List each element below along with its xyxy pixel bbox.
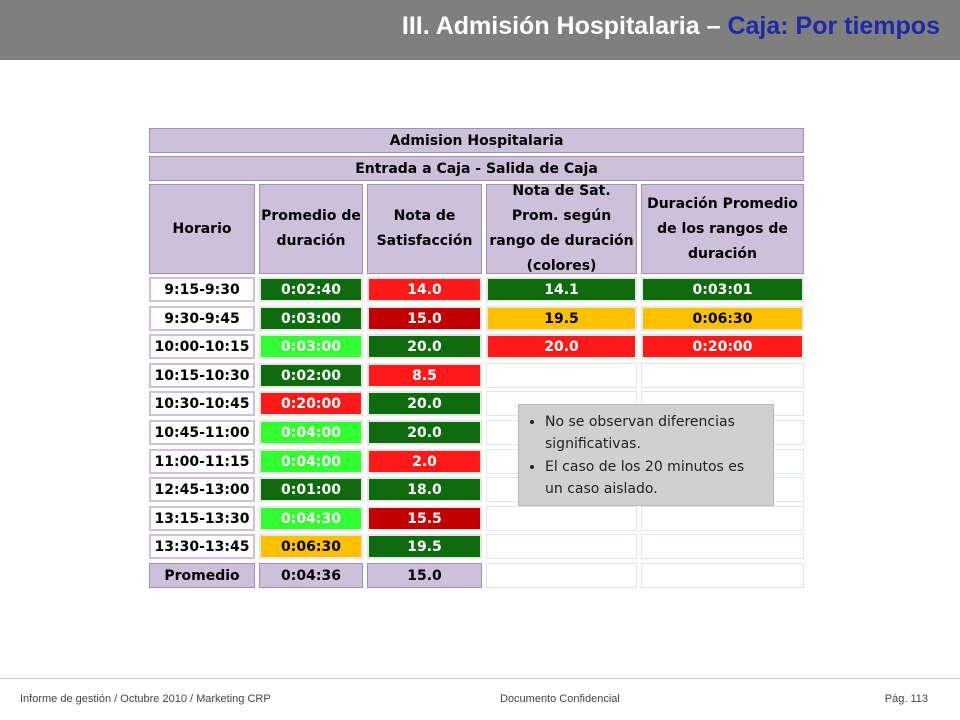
average-duracion: 0:04:36	[259, 563, 363, 588]
nota-cell: 20.0	[367, 420, 482, 445]
duracion-cell: 0:02:00	[259, 363, 363, 388]
header-horario: Horario	[149, 184, 255, 274]
nota-cell: 15.0	[367, 306, 482, 331]
nota-cell: 20.0	[367, 334, 482, 359]
range-nota-cell: 19.5	[486, 306, 637, 331]
nota-cell: 14.0	[367, 277, 482, 302]
footer-left: Informe de gestión / Octubre 2010 / Mark…	[20, 693, 271, 705]
average-label: Promedio	[149, 563, 255, 588]
header-nota-satisfaccion: Nota de Satisfacción	[367, 184, 482, 274]
header-duracion-rangos: Duración Promedio de los rangos de durac…	[641, 184, 804, 274]
average-nota: 15.0	[367, 563, 482, 588]
duracion-cell: 0:20:00	[259, 391, 363, 416]
horario-cell: 11:00-11:15	[149, 449, 255, 474]
slide-title-prefix: III. Admisión Hospitalaria –	[401, 12, 728, 40]
footer-center: Documento Confidencial	[500, 693, 620, 705]
duracion-cell: 0:01:00	[259, 477, 363, 502]
time-table: Admision Hospitalaria Entrada a Caja - S…	[147, 126, 806, 588]
horario-cell: 9:30-9:45	[149, 306, 255, 331]
horario-cell: 9:15-9:30	[149, 277, 255, 302]
table-subtitle: Entrada a Caja - Salida de Caja	[149, 156, 804, 181]
nota-cell: 2.0	[367, 449, 482, 474]
header-promedio-duracion: Promedio de duración	[259, 184, 363, 274]
nota-cell: 18.0	[367, 477, 482, 502]
empty-cell	[641, 534, 804, 559]
slide-title-highlight: Caja: Por tiempos	[727, 12, 940, 40]
empty-cell	[641, 363, 804, 388]
slide-header: III. Admisión Hospitalaria – Caja: Por t…	[0, 0, 960, 60]
range-duracion-cell: 0:20:00	[641, 334, 804, 359]
duracion-cell: 0:03:00	[259, 334, 363, 359]
duracion-cell: 0:02:40	[259, 277, 363, 302]
empty-cell	[486, 534, 637, 559]
footer-divider	[0, 678, 960, 679]
range-nota-cell: 14.1	[486, 277, 637, 302]
nota-cell: 15.5	[367, 506, 482, 531]
horario-cell: 13:15-13:30	[149, 506, 255, 531]
duracion-cell: 0:04:00	[259, 449, 363, 474]
nota-cell: 20.0	[367, 391, 482, 416]
nota-cell: 19.5	[367, 534, 482, 559]
horario-cell: 10:30-10:45	[149, 391, 255, 416]
empty-cell	[486, 563, 637, 588]
horario-cell: 10:15-10:30	[149, 363, 255, 388]
horario-cell: 12:45-13:00	[149, 477, 255, 502]
nota-cell: 8.5	[367, 363, 482, 388]
range-duracion-cell: 0:06:30	[641, 306, 804, 331]
header-nota-rango: Nota de Sat. Prom. según rango de duraci…	[486, 183, 637, 274]
observation-item: El caso de los 20 minutos es un caso ais…	[545, 456, 765, 500]
range-nota-cell: 20.0	[486, 334, 637, 359]
duracion-cell: 0:03:00	[259, 306, 363, 331]
empty-cell	[641, 563, 804, 588]
empty-cell	[486, 506, 637, 531]
observations-note: No se observan diferencias significativa…	[518, 404, 774, 506]
slide-title: III. Admisión Hospitalaria – Caja: Por t…	[402, 12, 940, 41]
table-title: Admision Hospitalaria	[149, 128, 804, 153]
duracion-cell: 0:04:30	[259, 506, 363, 531]
duracion-cell: 0:06:30	[259, 534, 363, 559]
empty-cell	[641, 506, 804, 531]
range-duracion-cell: 0:03:01	[641, 277, 804, 302]
duracion-cell: 0:04:00	[259, 420, 363, 445]
observations-list: No se observan diferencias significativa…	[527, 411, 765, 500]
horario-cell: 10:00-10:15	[149, 334, 255, 359]
footer-page-number: Pág. 113	[884, 693, 928, 705]
horario-cell: 10:45-11:00	[149, 420, 255, 445]
horario-cell: 13:30-13:45	[149, 534, 255, 559]
observation-item: No se observan diferencias significativa…	[545, 411, 765, 455]
empty-cell	[486, 363, 637, 388]
